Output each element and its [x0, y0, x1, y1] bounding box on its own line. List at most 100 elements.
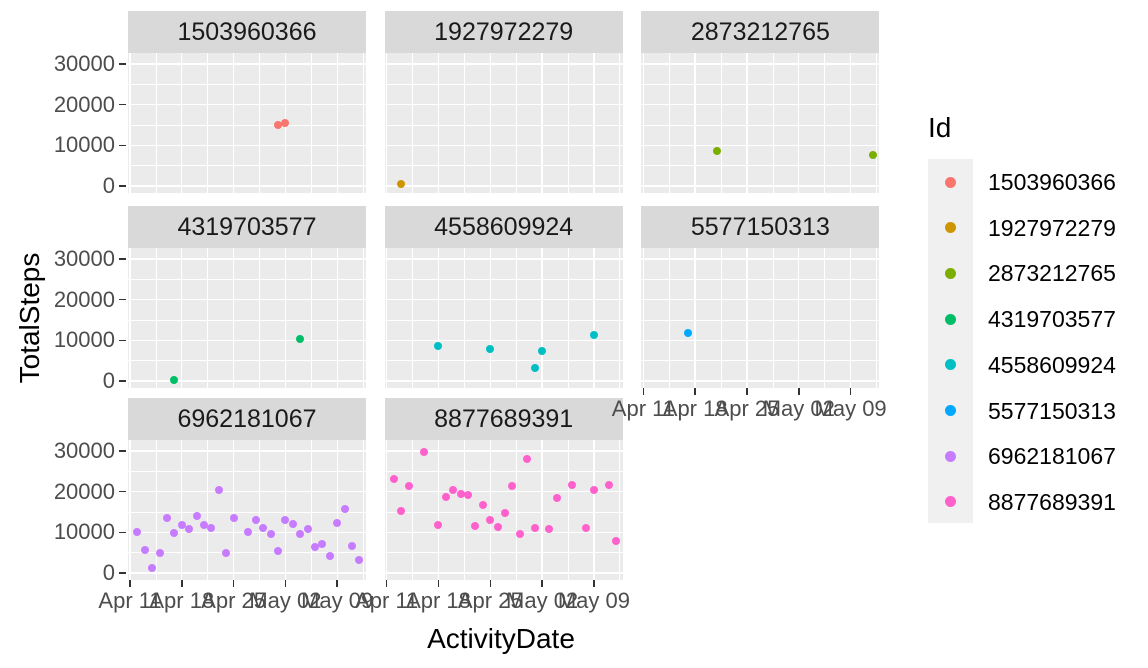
data-point	[259, 523, 268, 532]
x-axis-tick	[385, 580, 388, 587]
data-point	[530, 523, 539, 532]
x-axis-tick-label: Apr 25	[457, 588, 523, 613]
legend-key-dot	[945, 267, 956, 279]
y-axis-tick-label: 20000	[53, 478, 115, 504]
legend-key-dot	[945, 450, 956, 462]
data-point	[404, 482, 413, 491]
gridline-minor	[384, 360, 623, 361]
gridline-minor	[362, 53, 364, 193]
facet-strip: 1503960366	[128, 11, 366, 53]
gridline-major	[593, 440, 595, 580]
facet-panel	[384, 53, 623, 193]
x-axis-tick	[541, 580, 543, 587]
gridline-minor	[824, 53, 826, 193]
data-point	[552, 493, 561, 502]
gridline-major	[129, 440, 131, 580]
gridline-minor	[668, 248, 670, 388]
data-point	[501, 508, 510, 517]
x-axis-tick	[336, 580, 338, 587]
x-axis-tick	[232, 580, 235, 587]
gridline-major	[284, 440, 287, 580]
gridline-minor	[207, 248, 209, 388]
gridline-minor	[464, 248, 465, 388]
gridline-major	[384, 103, 623, 106]
gridline-major	[128, 258, 366, 260]
gridline-major	[437, 248, 440, 388]
gridline-major	[746, 248, 748, 388]
gridline-minor	[876, 248, 877, 388]
x-axis-tick	[181, 580, 183, 587]
gridline-minor	[310, 53, 312, 193]
facet-strip: 4319703577	[128, 206, 366, 248]
gridline-major	[384, 339, 623, 341]
y-axis-tick	[119, 450, 126, 452]
facet-panel	[128, 440, 366, 580]
gridline-major	[129, 53, 131, 193]
gridline-minor	[310, 440, 312, 580]
x-axis-tick	[642, 388, 645, 395]
y-axis-tick	[119, 531, 126, 534]
facet-strip-label: 6962181067	[177, 404, 317, 433]
legend-entry-label: 6962181067	[988, 443, 1116, 470]
facet-strip: 1927972279	[384, 11, 623, 53]
gridline-major	[489, 440, 491, 580]
gridline-minor	[128, 360, 366, 361]
y-axis-tick	[119, 339, 126, 342]
data-point	[281, 516, 290, 525]
data-point	[140, 546, 149, 555]
y-axis-tick-label: 20000	[53, 286, 115, 312]
gridline-major	[181, 53, 183, 193]
x-axis-tick-label: May 09	[301, 588, 374, 613]
gridline-major	[849, 248, 852, 388]
x-axis-tick-label: May 09	[557, 588, 630, 613]
data-point	[471, 522, 480, 531]
gridline-minor	[259, 53, 260, 193]
gridline-major	[385, 248, 388, 388]
facet-panel	[128, 53, 366, 193]
gridline-major	[385, 440, 388, 580]
data-point	[486, 345, 495, 354]
gridline-minor	[259, 440, 260, 580]
gridline-major	[641, 380, 880, 382]
gridline-major	[385, 53, 388, 193]
y-axis-tick	[119, 258, 126, 260]
y-axis-tick	[119, 380, 126, 382]
gridline-major	[384, 63, 623, 65]
gridline-major	[798, 248, 800, 388]
y-axis-tick-label: 30000	[53, 50, 115, 76]
data-point	[478, 501, 487, 510]
x-axis-tick	[798, 388, 800, 395]
x-axis-tick	[437, 580, 440, 587]
legend-entry-label: 1927972279	[988, 214, 1116, 241]
gridline-major	[641, 258, 880, 260]
y-axis-tick	[119, 572, 126, 574]
gridline-major	[384, 572, 623, 574]
data-point	[545, 525, 554, 534]
legend-entry-label: 4319703577	[988, 306, 1116, 333]
facet-strip-label: 1503960366	[177, 17, 317, 46]
data-point	[397, 179, 406, 188]
gridline-major	[336, 53, 338, 193]
gridline-minor	[384, 319, 623, 321]
x-axis-tick	[489, 580, 492, 587]
gridline-major	[181, 248, 183, 388]
gridline-major	[129, 248, 131, 388]
data-point	[177, 521, 186, 530]
facet-strip: 2873212765	[641, 11, 880, 53]
data-point	[397, 506, 406, 515]
gridline-minor	[155, 248, 157, 388]
facet-strip: 6962181067	[128, 398, 366, 440]
data-point	[244, 528, 253, 537]
data-point	[333, 518, 342, 527]
gridline-minor	[515, 53, 517, 193]
facet-strip-label: 2873212765	[690, 17, 830, 46]
data-point	[251, 515, 260, 524]
gridline-major	[593, 248, 595, 388]
data-point	[464, 491, 473, 500]
data-point	[589, 331, 598, 340]
data-point	[296, 529, 305, 538]
gridline-minor	[464, 440, 465, 580]
gridline-major	[128, 572, 366, 574]
data-point	[486, 516, 495, 525]
gridline-major	[128, 103, 366, 106]
